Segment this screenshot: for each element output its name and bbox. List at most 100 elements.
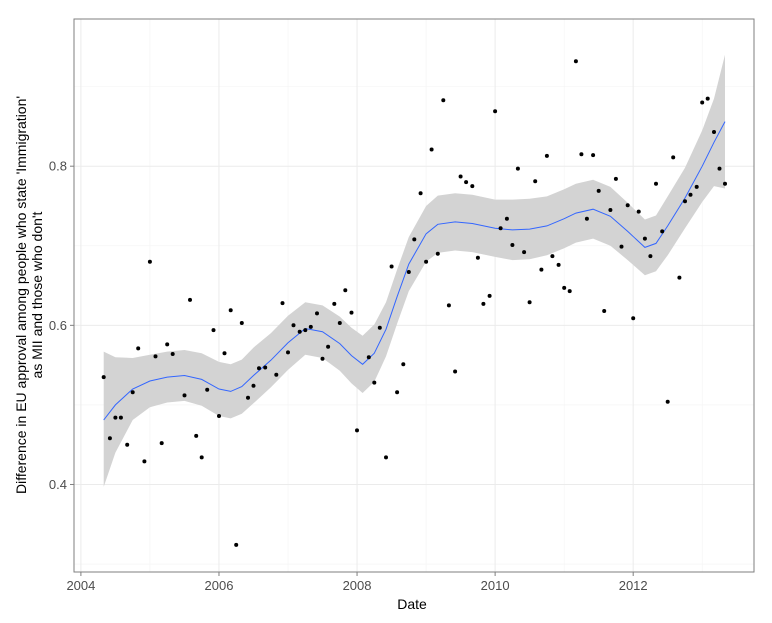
x-tick-label: 2004 [66, 578, 95, 593]
minor-gridlines [74, 19, 754, 572]
data-point [625, 203, 630, 208]
data-point [654, 181, 658, 186]
data-point [504, 216, 509, 221]
data-point [510, 243, 515, 247]
data-point [251, 383, 256, 388]
data-point [533, 179, 538, 184]
x-axis: 2004 2006 2008 2010 2012 [66, 572, 648, 593]
data-point [648, 254, 653, 259]
data-point [424, 259, 429, 264]
y-axis: 0.4 0.6 0.8 [49, 159, 74, 492]
data-point [688, 192, 693, 197]
data-point [464, 180, 469, 185]
data-point [147, 259, 152, 264]
smooth-line [103, 121, 726, 421]
data-point [584, 216, 589, 221]
data-point [435, 251, 440, 256]
data-point [723, 181, 727, 186]
data-point [315, 311, 319, 316]
data-point [429, 147, 434, 152]
data-point [539, 267, 544, 272]
data-point [717, 166, 722, 171]
data-point [395, 390, 400, 395]
x-tick-label: 2006 [205, 578, 234, 593]
data-point [401, 362, 406, 367]
major-gridlines [74, 19, 754, 572]
data-point [130, 390, 135, 395]
data-point [470, 184, 475, 189]
data-point [343, 288, 348, 293]
data-point [211, 328, 216, 333]
data-point [320, 356, 325, 361]
y-axis-title-line-1: Difference in EU approval among people w… [13, 96, 29, 494]
data-point [527, 300, 532, 305]
x-tick-label: 2010 [481, 578, 510, 593]
data-point [441, 98, 446, 103]
data-point [263, 365, 268, 370]
data-point [291, 323, 296, 328]
data-point [573, 59, 578, 64]
data-point [118, 415, 123, 420]
data-point [136, 346, 141, 351]
data-point [446, 303, 451, 308]
data-point [153, 354, 158, 359]
data-point [228, 308, 233, 313]
data-point [337, 321, 342, 325]
data-point [297, 329, 302, 334]
data-point [487, 293, 492, 298]
data-point [194, 433, 199, 438]
y-tick-label: 0.4 [49, 477, 67, 492]
data-point [222, 351, 227, 356]
data-point [475, 255, 480, 260]
data-point [165, 342, 170, 347]
data-point [217, 414, 221, 418]
data-point [199, 455, 204, 460]
data-point [596, 188, 601, 193]
data-point [326, 344, 331, 349]
data-point [567, 289, 572, 294]
data-point [579, 152, 584, 157]
data-point [498, 226, 503, 231]
data-point [159, 441, 164, 446]
scatter-points [101, 59, 727, 547]
data-point [170, 352, 175, 356]
data-point [522, 250, 527, 255]
data-point [556, 262, 561, 267]
data-point [458, 174, 463, 179]
data-point [280, 301, 285, 306]
data-point [142, 459, 147, 464]
confidence-band [103, 54, 725, 487]
data-point [562, 285, 567, 290]
data-point [406, 270, 411, 274]
data-point [107, 436, 112, 441]
data-point [349, 310, 354, 315]
data-point [113, 415, 118, 420]
x-tick-label: 2008 [343, 578, 372, 593]
data-point [705, 96, 710, 101]
data-point [384, 455, 388, 460]
data-point [188, 297, 192, 302]
data-point [591, 153, 596, 158]
data-point [608, 208, 613, 212]
data-point [619, 244, 624, 249]
data-point [453, 369, 458, 374]
data-point [257, 366, 261, 371]
y-tick-label: 0.8 [49, 159, 67, 174]
data-point [125, 442, 130, 447]
data-point [683, 199, 687, 204]
data-point [355, 428, 359, 433]
data-point [418, 191, 423, 196]
data-point [101, 375, 106, 380]
data-point [303, 328, 308, 333]
data-point [274, 372, 279, 377]
data-point [671, 155, 676, 160]
data-point [665, 399, 670, 404]
data-point [677, 275, 682, 280]
data-point [515, 166, 520, 171]
data-point [182, 393, 187, 398]
data-point [412, 237, 417, 242]
data-point [602, 309, 607, 313]
data-point [377, 325, 382, 330]
data-point [700, 100, 705, 105]
